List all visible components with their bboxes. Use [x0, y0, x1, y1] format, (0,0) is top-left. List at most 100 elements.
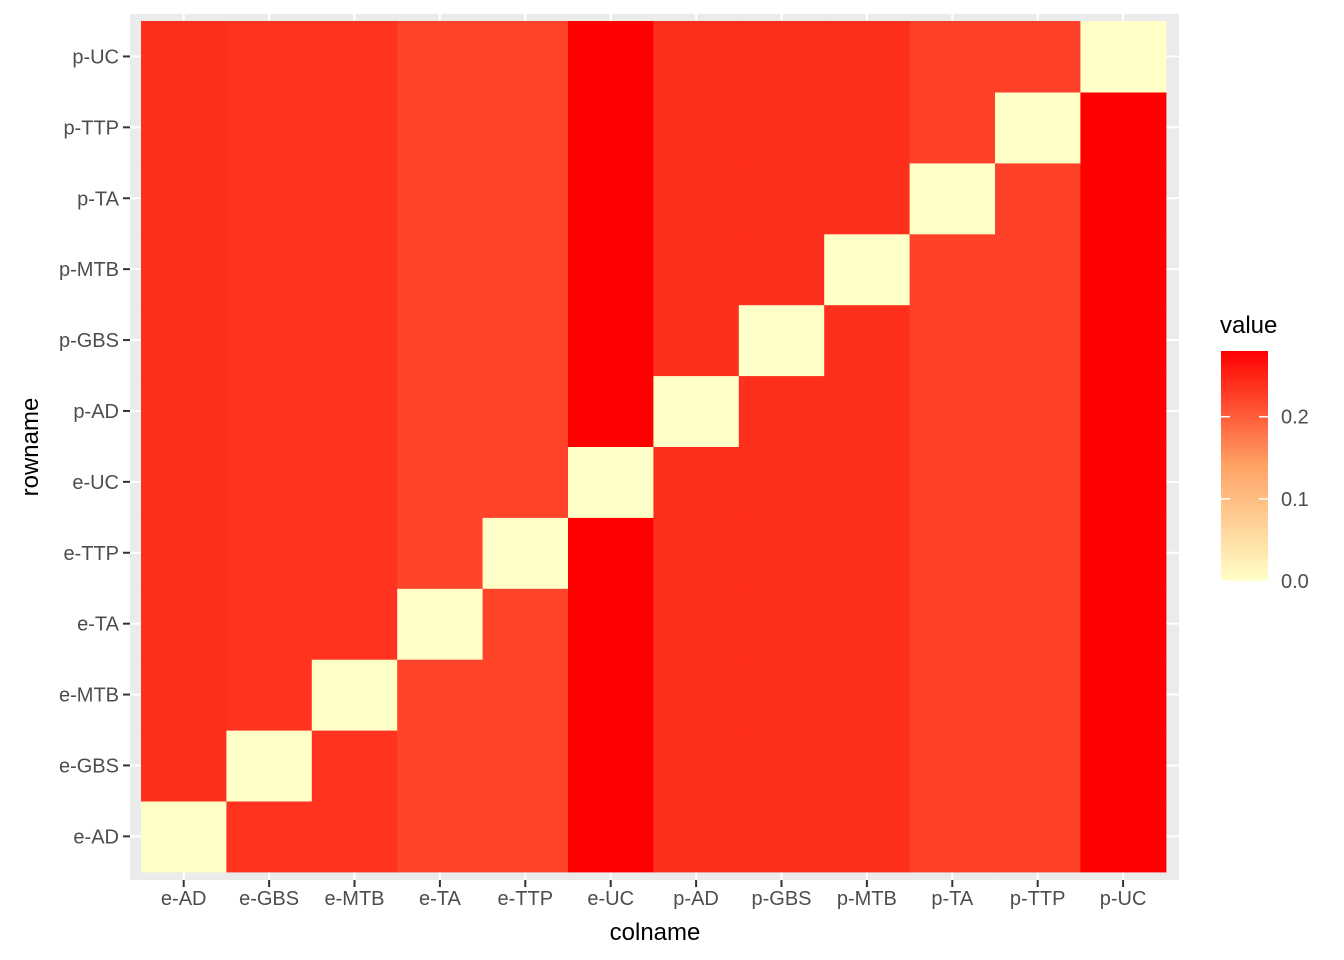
heatmap-cell: [653, 588, 740, 660]
heatmap-cell: [824, 304, 911, 377]
heatmap-cell: [226, 588, 313, 660]
heatmap-cell: [141, 162, 227, 235]
heatmap-cell: [1080, 517, 1167, 589]
heatmap-cell: [397, 446, 484, 518]
heatmap-cell: [995, 21, 1081, 93]
heatmap-cell: [1080, 588, 1167, 660]
heatmap-cell: [568, 446, 654, 518]
heatmap-cell: [738, 517, 825, 589]
heatmap-cell: [824, 233, 911, 306]
y-tick-label: p-MTB: [59, 259, 119, 281]
heatmap-cell: [995, 304, 1081, 377]
heatmap-cell: [568, 588, 654, 660]
heatmap-cell: [226, 21, 313, 93]
heatmap-cell: [738, 375, 825, 447]
heatmap-cell: [1080, 233, 1167, 306]
heatmap-cell: [141, 304, 227, 377]
heatmap-cell: [397, 304, 484, 377]
heatmap-cell: [311, 233, 398, 306]
heatmap-cell: [738, 659, 825, 731]
heatmap-cell: [141, 517, 227, 589]
heatmap-cell: [909, 375, 996, 447]
y-tick-label: p-TA: [77, 188, 120, 210]
heatmap-cell: [909, 517, 996, 589]
heatmap-cell: [824, 21, 911, 93]
heatmap-cell: [653, 800, 740, 873]
heatmap-cell: [226, 730, 313, 802]
heatmap-cell: [311, 517, 398, 589]
x-tick-label: p-TA: [931, 888, 974, 910]
heatmap-cell: [738, 446, 825, 518]
heatmap-cell: [824, 659, 911, 731]
y-axis-ticks: e-AD e-GBS e-MTB e-TA e-TTP e-UC p-AD p-GBS p-MT…: [59, 46, 130, 848]
heatmap-cell: [909, 659, 996, 731]
heatmap-cell: [909, 21, 996, 93]
heatmap-cell: [909, 446, 996, 518]
heatmap-cell: [482, 233, 569, 306]
heatmap-cell: [568, 375, 654, 447]
heatmap-cell: [653, 233, 740, 306]
heatmap-cell: [824, 91, 911, 164]
y-tick-label: e-UC: [72, 472, 119, 494]
heatmap-cell: [141, 800, 227, 873]
heatmap-cell: [141, 730, 227, 802]
heatmap-cell: [397, 730, 484, 802]
heatmap-cell: [995, 659, 1081, 731]
x-axis-title: colname: [610, 919, 701, 946]
heatmap-cell: [568, 517, 654, 589]
heatmap-cell: [141, 91, 227, 164]
heatmap-cell: [1080, 21, 1167, 93]
heatmap-cell: [226, 162, 313, 235]
x-tick-label: e-TA: [419, 888, 462, 910]
heatmap-cell: [482, 517, 569, 589]
heatmap-cell: [1080, 304, 1167, 377]
heatmap-cell: [226, 375, 313, 447]
heatmap-cell: [995, 730, 1081, 802]
x-tick-label: p-MTB: [837, 888, 897, 910]
heatmap-cell: [653, 659, 740, 731]
x-axis-ticks: e-AD e-GBS e-MTB e-TA e-TTP e-UC p-AD p-GBS p-MT…: [161, 880, 1146, 910]
x-tick-label: e-TTP: [498, 888, 554, 910]
heatmap-cell: [568, 730, 654, 802]
legend-tick-label: 0.2: [1281, 407, 1309, 429]
heatmap-cell: [311, 588, 398, 660]
heatmap-cell: [909, 800, 996, 873]
heatmap-cell: [226, 233, 313, 306]
heatmap-cell: [909, 730, 996, 802]
heatmap-cell: [824, 588, 911, 660]
heatmap-cells: [141, 21, 1167, 873]
y-tick-label: p-UC: [72, 46, 119, 68]
heatmap-cell: [738, 162, 825, 235]
heatmap-cell: [1080, 446, 1167, 518]
heatmap-cell: [738, 800, 825, 873]
heatmap-cell: [653, 21, 740, 93]
heatmap-cell: [653, 730, 740, 802]
heatmap-cell: [141, 659, 227, 731]
y-tick-label: e-TA: [77, 614, 120, 636]
x-tick-label: p-GBS: [751, 888, 811, 910]
heatmap-cell: [311, 800, 398, 873]
heatmap-cell: [738, 233, 825, 306]
heatmap-cell: [141, 21, 227, 93]
heatmap-cell: [909, 588, 996, 660]
heatmap-cell: [226, 446, 313, 518]
heatmap-cell: [397, 162, 484, 235]
heatmap-cell: [397, 659, 484, 731]
heatmap-cell: [482, 21, 569, 93]
heatmap-cell: [738, 304, 825, 377]
heatmap-cell: [226, 800, 313, 873]
y-axis-title: rowname: [17, 398, 44, 497]
heatmap-cell: [397, 21, 484, 93]
heatmap-cell: [909, 304, 996, 377]
heatmap-cell: [226, 659, 313, 731]
y-tick-label: e-GBS: [59, 755, 119, 777]
heatmap-cell: [482, 730, 569, 802]
heatmap-cell: [995, 91, 1081, 164]
heatmap-cell: [995, 233, 1081, 306]
x-tick-label: e-UC: [587, 888, 634, 910]
heatmap-cell: [397, 233, 484, 306]
heatmap-cell: [311, 375, 398, 447]
heatmap-cell: [226, 517, 313, 589]
heatmap-cell: [1080, 91, 1167, 164]
heatmap-cell: [653, 517, 740, 589]
